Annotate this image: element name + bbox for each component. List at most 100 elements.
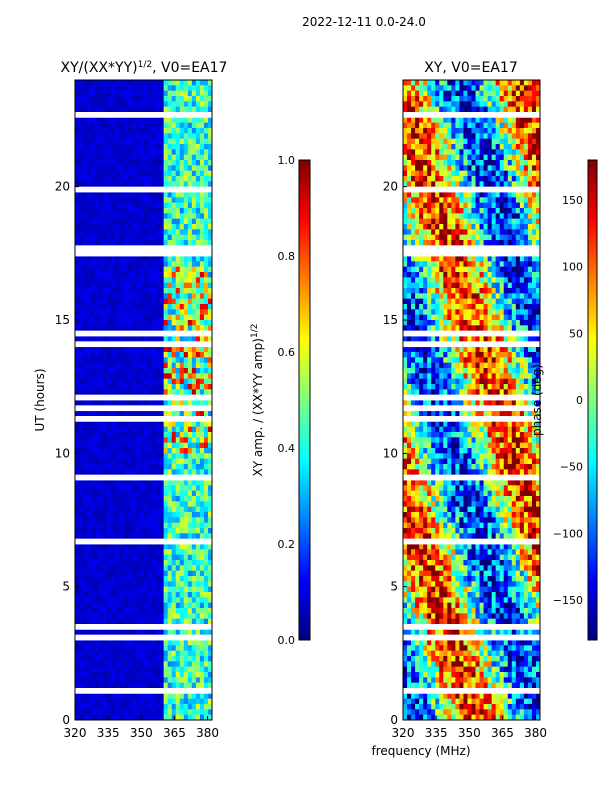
phase-cell	[459, 261, 464, 268]
amplitude-cell	[99, 346, 104, 353]
amplitude-cell	[103, 224, 108, 230]
amplitude-cell	[139, 528, 144, 534]
amplitude-cell	[87, 96, 92, 102]
amplitude-cell	[167, 640, 173, 646]
phase-cell	[463, 272, 468, 278]
phase-cell	[451, 90, 456, 97]
amplitude-cell	[191, 160, 197, 166]
phase-cell	[439, 224, 444, 230]
amplitude-cell	[75, 709, 80, 716]
amplitude-cell	[147, 464, 152, 470]
amplitude-cell	[79, 320, 84, 326]
amplitude-cell	[207, 410, 213, 417]
amplitude-cell	[79, 389, 84, 396]
phase-cell	[495, 256, 501, 262]
amplitude-cell	[131, 677, 136, 684]
amplitude-cell	[203, 528, 209, 534]
phase-cell	[443, 288, 448, 294]
amplitude-cell	[127, 650, 132, 657]
amplitude-cell	[143, 512, 148, 518]
amplitude-cell	[99, 586, 104, 593]
amplitude-cell	[135, 277, 140, 284]
amplitude-cell	[207, 512, 213, 518]
amplitude-cell	[163, 282, 169, 289]
phase-cell	[447, 149, 452, 156]
amplitude-cell	[127, 352, 132, 358]
amplitude-cell	[179, 432, 185, 438]
amplitude-cell	[115, 656, 120, 662]
amplitude-cell	[167, 549, 173, 556]
amplitude-cell	[187, 528, 193, 534]
phase-cell	[407, 224, 412, 230]
phase-cell	[431, 272, 436, 278]
amplitude-cell	[111, 293, 116, 300]
amplitude-cell	[91, 453, 96, 460]
amplitude-cell	[79, 373, 84, 380]
phase-cell	[431, 256, 436, 262]
amplitude-cell	[99, 410, 104, 417]
phase-cell	[447, 122, 452, 129]
phase-cell	[503, 122, 509, 129]
amplitude-cell	[75, 288, 80, 294]
amplitude-cell	[167, 261, 173, 268]
phase-cell	[531, 288, 537, 294]
amplitude-cell	[111, 496, 116, 502]
amplitude-cell	[159, 122, 165, 129]
amplitude-cell	[175, 176, 181, 182]
amplitude-cell	[131, 346, 136, 353]
phase-cell	[499, 170, 505, 177]
amplitude-cell	[167, 677, 173, 684]
amplitude-cell	[199, 586, 205, 593]
amplitude-cell	[131, 672, 136, 678]
amplitude-cell	[187, 304, 193, 310]
amplitude-cell	[183, 90, 189, 97]
amplitude-cell	[123, 661, 128, 668]
phase-cell	[467, 288, 472, 294]
amplitude-cell	[139, 378, 144, 385]
amplitude-cell	[99, 80, 104, 86]
amplitude-cell	[147, 698, 152, 705]
amplitude-cell	[171, 698, 177, 705]
phase-cell	[475, 218, 480, 225]
phase-cell	[495, 240, 501, 246]
amplitude-cell	[83, 421, 88, 428]
amplitude-cell	[183, 138, 189, 145]
amplitude-x-tick-label: 365	[163, 726, 186, 740]
amplitude-cell	[203, 645, 209, 652]
amplitude-cell	[123, 522, 128, 529]
amplitude-cell	[103, 437, 108, 444]
amplitude-cell	[131, 309, 136, 316]
phase-cell	[503, 240, 509, 246]
amplitude-cell	[179, 106, 185, 113]
phase-cell	[519, 282, 525, 289]
amplitude-cell	[83, 698, 88, 705]
phase-cell	[507, 197, 513, 204]
amplitude-cell	[203, 533, 209, 540]
amplitude-cell	[143, 506, 148, 513]
amplitude-cell	[143, 410, 148, 417]
phase-cell	[403, 277, 408, 284]
phase-cell	[511, 224, 517, 230]
amplitude-cell	[159, 682, 165, 689]
amplitude-cell	[167, 602, 173, 609]
amplitude-cell	[171, 288, 177, 294]
amplitude-cell	[127, 698, 132, 705]
amplitude-cell	[99, 517, 104, 524]
amplitude-cell	[131, 106, 136, 113]
phase-cell	[519, 101, 525, 108]
amplitude-cell	[99, 106, 104, 113]
amplitude-cell	[179, 453, 185, 460]
amplitude-cell	[175, 704, 181, 710]
amplitude-cell	[151, 666, 156, 673]
amplitude-cell	[187, 650, 193, 657]
amplitude-cell	[171, 224, 177, 230]
phase-cell	[411, 117, 416, 124]
amplitude-cell	[199, 576, 205, 582]
phase-cell	[411, 266, 416, 273]
amplitude-cell	[75, 309, 80, 316]
phase-cell	[407, 266, 412, 273]
amplitude-cell	[91, 592, 96, 598]
amplitude-cell	[91, 272, 96, 278]
amplitude-cell	[83, 288, 88, 294]
phase-cell	[463, 85, 468, 92]
